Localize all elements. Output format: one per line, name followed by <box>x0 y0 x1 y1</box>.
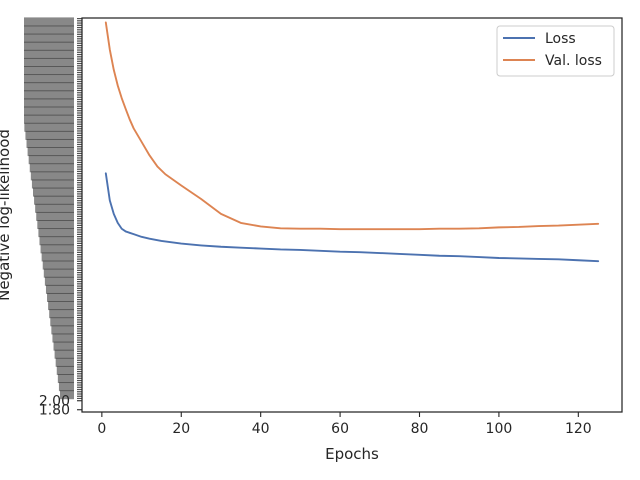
overlapping-tick-labels <box>27 147 75 157</box>
overlapping-tick-labels <box>24 57 74 67</box>
overlapping-tick-labels <box>30 171 74 181</box>
x-tick-label: 0 <box>97 421 106 437</box>
overlapping-tick-labels <box>47 292 74 302</box>
y-axis-label: Negative log-likelihood <box>0 129 13 301</box>
overlapping-tick-labels <box>24 106 74 116</box>
overlapping-tick-labels <box>54 349 74 359</box>
x-tick-label: 80 <box>411 421 429 437</box>
overlapping-tick-labels <box>24 25 74 35</box>
overlapping-tick-labels <box>50 317 74 327</box>
overlapping-tick-labels <box>24 66 74 76</box>
overlapping-tick-labels <box>43 268 74 278</box>
overlapping-tick-labels <box>35 203 74 213</box>
x-axis-label: Epochs <box>325 445 379 463</box>
overlapping-tick-labels <box>51 325 74 335</box>
overlapping-tick-labels <box>38 228 74 238</box>
overlapping-tick-labels <box>24 90 74 100</box>
x-tick-label: 60 <box>331 421 349 437</box>
overlapping-tick-labels <box>39 236 74 246</box>
overlapping-tick-labels <box>25 130 74 140</box>
overlapping-tick-labels <box>24 17 74 27</box>
overlapping-tick-labels <box>48 301 74 311</box>
overlapping-tick-labels <box>40 244 74 254</box>
overlapping-tick-labels <box>60 390 74 400</box>
y-tick-label: 1.80 <box>39 403 70 419</box>
overlapping-tick-labels <box>36 211 74 221</box>
x-tick-label: 40 <box>252 421 270 437</box>
series-layer <box>104 21 600 263</box>
overlapping-tick-labels <box>45 284 74 294</box>
overlapping-tick-labels <box>44 276 74 286</box>
overlapping-tick-labels <box>56 365 74 375</box>
overlapping-tick-labels <box>24 33 74 43</box>
overlapping-tick-labels <box>24 41 74 51</box>
overlapping-tick-labels <box>31 179 75 189</box>
overlapping-tick-labels <box>37 220 74 230</box>
overlapping-tick-labels <box>24 82 74 92</box>
x-tick-label: 20 <box>172 421 190 437</box>
overlapping-tick-labels <box>41 252 74 262</box>
overlapping-tick-labels <box>49 309 74 319</box>
overlapping-tick-labels <box>28 155 74 165</box>
overlapping-tick-labels <box>24 122 74 132</box>
overlapping-tick-labels <box>34 195 74 205</box>
series-line-val-loss <box>104 21 600 231</box>
overlapping-tick-labels <box>33 187 74 197</box>
overlapping-tick-labels <box>55 357 74 367</box>
overlapping-tick-labels <box>52 333 74 343</box>
overlapping-tick-labels <box>53 341 74 351</box>
overlapping-tick-labels <box>24 98 74 108</box>
overlapping-tick-labels <box>57 374 74 384</box>
overlapping-tick-labels <box>29 163 74 173</box>
overlapping-tick-labels <box>26 138 74 148</box>
legend-label-loss: Loss <box>545 31 576 47</box>
series-line-loss <box>104 172 600 263</box>
x-tick-label: 120 <box>565 421 592 437</box>
plot-frame <box>81 17 623 413</box>
x-tick-label: 100 <box>486 421 513 437</box>
legend: Loss Val. loss <box>496 25 615 77</box>
overlapping-tick-labels <box>24 49 74 59</box>
overlapping-tick-labels <box>42 260 74 270</box>
legend-label-val-loss: Val. loss <box>545 53 602 69</box>
overlapping-tick-labels <box>58 382 74 392</box>
overlapping-tick-labels <box>24 114 74 124</box>
overlapping-tick-labels <box>24 74 74 84</box>
